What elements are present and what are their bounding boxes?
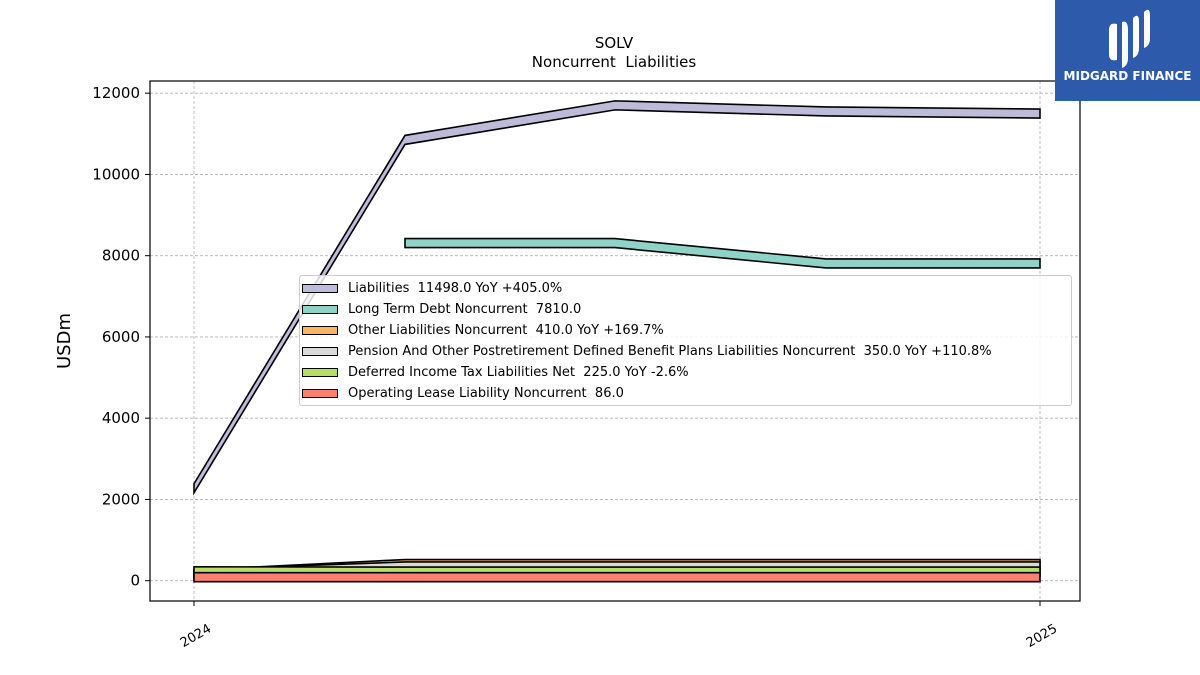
logo-text: MIDGARD FINANCE xyxy=(1063,69,1192,83)
series-band-0 xyxy=(193,100,1041,496)
y-tick-label: 8000 xyxy=(102,247,140,265)
legend-swatch xyxy=(302,388,338,398)
y-axis-label: USDm xyxy=(54,313,75,369)
legend-label: Deferred Income Tax Liabilities Net 225.… xyxy=(348,364,689,380)
legend: Liabilities 11498.0 YoY +405.0% Long Term… xyxy=(299,275,1072,406)
midgard-logo-icon xyxy=(1109,9,1150,68)
y-tick-label: 12000 xyxy=(92,84,140,102)
series-band-1 xyxy=(404,237,1041,269)
y-tick-label: 0 xyxy=(130,572,140,590)
plot-frame xyxy=(149,80,1081,602)
chart-title: SOLV xyxy=(595,34,634,52)
chart-subtitle: Noncurrent Liabilities xyxy=(532,53,697,71)
y-tick-label: 10000 xyxy=(92,165,140,183)
y-tick-label: 4000 xyxy=(102,409,140,427)
legend-label: Liabilities 11498.0 YoY +405.0% xyxy=(348,280,563,296)
legend-item: Operating Lease Liability Noncurrent 86.… xyxy=(302,384,624,402)
y-tick-label: 6000 xyxy=(102,328,140,346)
legend-swatch xyxy=(302,367,338,377)
y-tick-label: 2000 xyxy=(102,490,140,508)
brand-logo: MIDGARD FINANCE xyxy=(1055,0,1200,101)
legend-label: Pension And Other Postretirement Defined… xyxy=(348,343,992,359)
legend-swatch xyxy=(302,304,338,314)
legend-swatch xyxy=(302,346,338,356)
legend-item: Deferred Income Tax Liabilities Net 225.… xyxy=(302,363,689,381)
legend-item: Other Liabilities Noncurrent 410.0 YoY +… xyxy=(302,321,664,339)
legend-item: Pension And Other Postretirement Defined… xyxy=(302,342,992,360)
series-band-5 xyxy=(193,571,1041,583)
legend-label: Operating Lease Liability Noncurrent 86.… xyxy=(348,385,624,401)
series-layer xyxy=(193,100,1041,583)
x-tick-label: 2024 xyxy=(178,621,214,651)
legend-label: Long Term Debt Noncurrent 7810.0 xyxy=(348,301,582,317)
x-tick-label: 2025 xyxy=(1024,621,1060,651)
legend-item: Long Term Debt Noncurrent 7810.0 xyxy=(302,300,581,318)
legend-swatch xyxy=(302,325,338,335)
legend-swatch xyxy=(302,283,338,293)
legend-item: Liabilities 11498.0 YoY +405.0% xyxy=(302,279,562,297)
legend-label: Other Liabilities Noncurrent 410.0 YoY +… xyxy=(348,322,664,338)
